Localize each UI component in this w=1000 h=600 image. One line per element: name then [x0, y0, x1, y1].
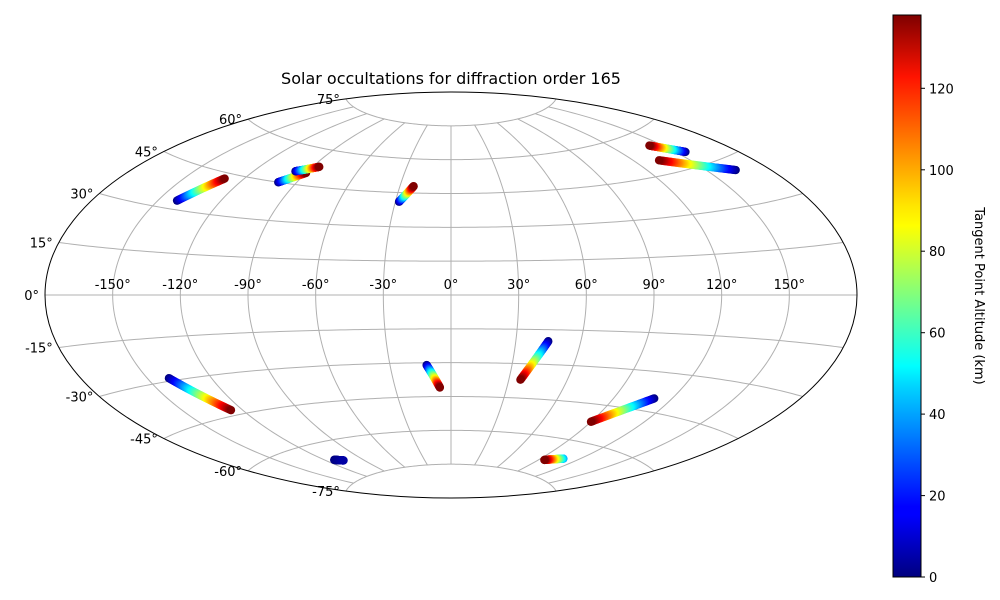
longitude-gridline [535, 113, 723, 477]
longitude-gridline [382, 124, 428, 466]
longitude-gridline [474, 124, 520, 466]
longitude-tick-label: -150° [95, 278, 131, 293]
occultation-tracks [164, 141, 740, 465]
occultation-track [540, 454, 568, 465]
longitude-tick-label: 120° [706, 278, 737, 293]
longitude-gridline [496, 122, 587, 468]
track-point [220, 174, 229, 183]
latitude-tick-label: -30° [66, 391, 94, 406]
track-point [435, 383, 445, 392]
latitude-tick-label: 75° [317, 93, 340, 108]
track-point [654, 156, 664, 165]
map-area: -150° -120° -90° -60° -30° 0° 30° 60° 90° 120° 150… [24, 91, 858, 500]
track-point [586, 417, 596, 426]
occultation-track [516, 337, 553, 384]
longitude-tick-label: 60° [575, 278, 598, 293]
track-point [540, 455, 549, 465]
colorbar-tick-label: 80 [929, 245, 946, 260]
colorbar-gradient [892, 14, 922, 578]
latitude-tick-label: 0° [24, 289, 39, 304]
longitude-tick-label: 30° [507, 278, 530, 293]
colorbar-tick-label: 0 [929, 571, 937, 586]
occultation-track [645, 141, 690, 157]
latitude-tick-label: 60° [219, 113, 242, 128]
longitude-tick-label: 90° [642, 278, 665, 293]
colorbar-tick-label: 20 [929, 490, 946, 505]
longitude-tick-label: -120° [162, 278, 198, 293]
occultation-track [164, 373, 236, 415]
latitude-tick-label: -75° [312, 485, 340, 500]
map-outline [44, 91, 858, 499]
colorbar-tick-label: 40 [929, 408, 946, 423]
track-point [516, 375, 525, 384]
longitude-tick-label: -60° [302, 278, 330, 293]
colorbar-tick-label: 100 [929, 164, 954, 179]
track-point [409, 182, 418, 191]
occultation-track [172, 174, 229, 205]
latitude-tick-labels: 75° 60° 45° 30° 15° 0° -15° -30° -45° -60° -75° [24, 93, 340, 500]
longitude-tick-label: 150° [774, 278, 805, 293]
colorbar-ticks: 0 20 40 60 80 100 120 [921, 82, 954, 586]
longitude-tick-labels: -150° -120° -90° -60° -30° 0° 30° 60° 90° 120° 150… [95, 278, 805, 293]
longitude-tick-label: 0° [444, 278, 459, 293]
track-point [645, 141, 654, 150]
latitude-tick-label: -15° [25, 342, 53, 357]
latitude-tick-label: -60° [214, 465, 242, 480]
longitude-tick-label: -30° [369, 278, 397, 293]
longitude-gridline [315, 122, 406, 468]
colorbar-tick-label: 60 [929, 327, 946, 342]
chart-title: Solar occultations for diffraction order… [281, 69, 621, 88]
latitude-tick-label: 45° [135, 146, 158, 161]
occultation-track [654, 156, 740, 175]
track-point [315, 162, 324, 172]
colorbar-label: Tangent Point Altitude (km) [971, 206, 986, 384]
occultation-track [422, 360, 445, 392]
latitude-tick-label: -45° [130, 433, 158, 448]
longitude-tick-label: -90° [234, 278, 262, 293]
latitude-tick-label: 30° [70, 188, 93, 203]
graticule [45, 98, 857, 492]
occultation-track [291, 162, 324, 176]
colorbar-tick-label: 120 [929, 82, 954, 97]
longitude-gridline [179, 113, 367, 477]
colorbar: 0 20 40 60 80 100 120 Tangent Point Altitude (… [892, 14, 986, 586]
occultation-track [586, 394, 659, 426]
track-point [339, 456, 348, 465]
track-point [226, 405, 236, 415]
occultation-track [394, 182, 418, 206]
latitude-tick-label: 15° [30, 237, 53, 252]
longitude-gridline [112, 106, 354, 484]
occultation-track [330, 455, 348, 465]
